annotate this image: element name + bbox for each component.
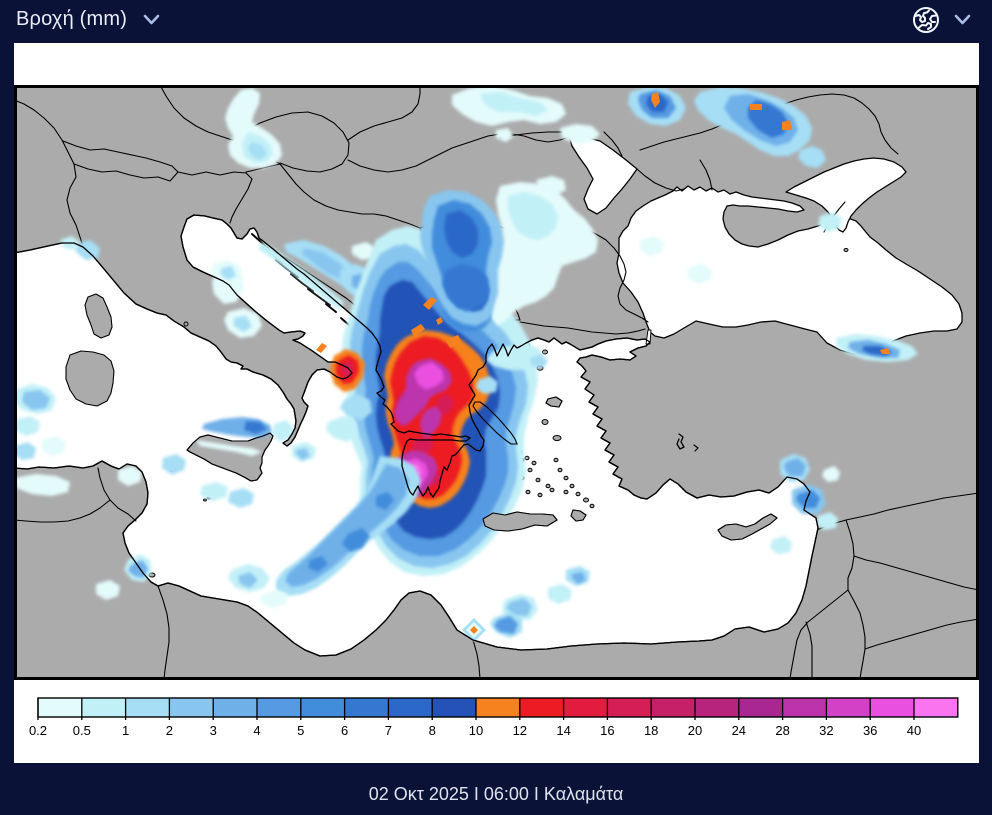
svg-text:2: 2 — [166, 723, 173, 738]
svg-text:1: 1 — [122, 723, 129, 738]
svg-text:16: 16 — [600, 723, 614, 738]
svg-text:14: 14 — [556, 723, 570, 738]
svg-text:12: 12 — [513, 723, 527, 738]
svg-text:4: 4 — [253, 723, 260, 738]
svg-text:32: 32 — [819, 723, 833, 738]
svg-text:10: 10 — [469, 723, 483, 738]
svg-text:28: 28 — [775, 723, 789, 738]
svg-text:0.2: 0.2 — [29, 723, 47, 738]
svg-text:7: 7 — [385, 723, 392, 738]
svg-text:40: 40 — [907, 723, 921, 738]
svg-text:24: 24 — [732, 723, 746, 738]
svg-text:3: 3 — [210, 723, 217, 738]
svg-text:8: 8 — [429, 723, 436, 738]
svg-text:5: 5 — [297, 723, 304, 738]
svg-text:6: 6 — [341, 723, 348, 738]
svg-text:20: 20 — [688, 723, 702, 738]
svg-text:36: 36 — [863, 723, 877, 738]
svg-text:18: 18 — [644, 723, 658, 738]
svg-text:0.5: 0.5 — [73, 723, 91, 738]
